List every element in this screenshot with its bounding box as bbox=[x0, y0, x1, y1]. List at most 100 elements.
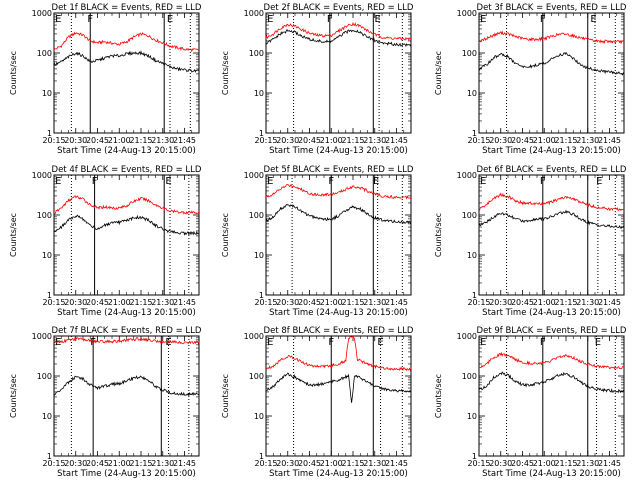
panel-det-3: Det 3f BLACK = Events, RED = LLD 1 10 100 10… bbox=[434, 3, 627, 156]
y-tick-label: 1 bbox=[259, 291, 264, 300]
interval-marker: F bbox=[328, 337, 334, 348]
x-tick-label: 20:15 bbox=[467, 298, 490, 307]
lld-rate-line bbox=[53, 31, 200, 53]
y-tick-label: 100 bbox=[37, 211, 52, 220]
interval-marker: E bbox=[373, 176, 379, 187]
y-tick-label: 1000 bbox=[457, 171, 477, 180]
x-tick-label: 20:30 bbox=[489, 298, 512, 307]
y-tick-label: 1000 bbox=[32, 171, 52, 180]
y-axis-label: Counts/sec bbox=[434, 213, 443, 257]
x-axis-label: Start Time (24-Aug-13 20:15:00) bbox=[482, 308, 621, 318]
lld-rate-line bbox=[53, 195, 200, 215]
x-tick-label: 21:00 bbox=[320, 298, 343, 307]
x-tick-label: 20:45 bbox=[298, 298, 321, 307]
x-tick-label: 20:30 bbox=[64, 136, 87, 145]
x-axis-label: Start Time (24-Aug-13 20:15:00) bbox=[57, 469, 196, 479]
y-tick-label: 100 bbox=[37, 372, 52, 381]
lld-rate-line bbox=[478, 30, 625, 45]
plot-frame bbox=[478, 335, 625, 457]
interval-marker: E bbox=[55, 176, 61, 187]
y-tick-label: 10 bbox=[467, 412, 477, 421]
x-tick-label: 20:15 bbox=[467, 459, 490, 468]
y-tick-label: 10 bbox=[467, 251, 477, 260]
events-rate-line bbox=[53, 50, 200, 73]
y-tick-label: 1000 bbox=[457, 9, 477, 18]
y-tick-label: 1 bbox=[472, 291, 477, 300]
x-tick-label: 20:45 bbox=[298, 136, 321, 145]
y-axis-label: Counts/sec bbox=[221, 213, 230, 257]
x-tick-label: 20:45 bbox=[86, 298, 109, 307]
interval-marker: E bbox=[55, 337, 61, 348]
y-tick-label: 100 bbox=[249, 49, 264, 58]
x-tick-label: 21:45 bbox=[173, 136, 196, 145]
y-tick-label: 1000 bbox=[244, 171, 264, 180]
interval-marker: E bbox=[374, 14, 380, 25]
y-axis-label: Counts/sec bbox=[434, 51, 443, 95]
x-tick-label: 21:15 bbox=[341, 136, 364, 145]
plot-frame bbox=[478, 12, 625, 134]
lld-rate-line bbox=[265, 184, 412, 200]
y-tick-label: 10 bbox=[42, 89, 52, 98]
x-tick-label: 20:45 bbox=[86, 136, 109, 145]
x-tick-label: 20:30 bbox=[489, 136, 512, 145]
x-tick-label: 20:15 bbox=[254, 298, 277, 307]
x-tick-label: 21:45 bbox=[173, 298, 196, 307]
panel-title: Det 4f BLACK = Events, RED = LLD bbox=[52, 165, 202, 175]
x-tick-label: 21:15 bbox=[554, 459, 577, 468]
x-tick-label: 21:45 bbox=[385, 136, 408, 145]
y-axis-label: Counts/sec bbox=[434, 374, 443, 418]
y-axis-label: Counts/sec bbox=[9, 51, 18, 95]
events-rate-line bbox=[478, 51, 625, 76]
x-tick-label: 21:45 bbox=[598, 136, 621, 145]
events-rate-line bbox=[53, 375, 200, 397]
x-tick-label: 21:15 bbox=[554, 136, 577, 145]
interval-marker: E bbox=[55, 14, 61, 25]
x-tick-label: 21:15 bbox=[129, 298, 152, 307]
panel-title: Det 1f BLACK = Events, RED = LLD bbox=[52, 3, 202, 13]
x-tick-label: 21:15 bbox=[341, 459, 364, 468]
x-tick-label: 20:45 bbox=[511, 298, 534, 307]
lld-rate-line bbox=[53, 337, 200, 345]
y-tick-label: 1 bbox=[472, 452, 477, 461]
interval-marker: F bbox=[540, 337, 546, 348]
panel-det-1: Det 1f BLACK = Events, RED = LLD 1 10 100 10… bbox=[9, 3, 202, 156]
x-tick-label: 20:45 bbox=[86, 459, 109, 468]
panel-det-6: Det 6f BLACK = Events, RED = LLD 1 10 100 10… bbox=[434, 165, 627, 318]
y-axis-label: Counts/sec bbox=[9, 213, 18, 257]
interval-marker: F bbox=[328, 176, 334, 187]
interval-marker: E bbox=[595, 337, 601, 348]
lld-rate-line bbox=[478, 351, 624, 370]
x-tick-label: 21:45 bbox=[598, 459, 621, 468]
x-axis-label: Start Time (24-Aug-13 20:15:00) bbox=[269, 146, 408, 156]
y-axis-label: Counts/sec bbox=[221, 374, 230, 418]
events-rate-line bbox=[265, 28, 412, 48]
interval-marker: F bbox=[87, 14, 93, 25]
interval-marker: F bbox=[540, 14, 546, 25]
x-tick-label: 21:15 bbox=[129, 459, 152, 468]
y-tick-label: 10 bbox=[42, 251, 52, 260]
x-tick-label: 20:45 bbox=[511, 459, 534, 468]
interval-marker: E bbox=[267, 14, 273, 25]
plot-frame bbox=[265, 174, 412, 296]
interval-marker: E bbox=[480, 176, 486, 187]
x-axis-label: Start Time (24-Aug-13 20:15:00) bbox=[482, 146, 621, 156]
interval-marker: E bbox=[480, 14, 486, 25]
x-axis-label: Start Time (24-Aug-13 20:15:00) bbox=[482, 469, 621, 479]
events-rate-line bbox=[478, 371, 625, 394]
y-tick-label: 1000 bbox=[32, 332, 52, 341]
panel-title: Det 7f BLACK = Events, RED = LLD bbox=[52, 326, 202, 336]
panel-title: Det 6f BLACK = Events, RED = LLD bbox=[477, 165, 627, 175]
y-tick-label: 1000 bbox=[457, 332, 477, 341]
y-tick-label: 100 bbox=[462, 372, 477, 381]
x-tick-label: 20:30 bbox=[276, 298, 299, 307]
interval-marker: E bbox=[590, 14, 596, 25]
interval-marker: E bbox=[267, 337, 273, 348]
interval-marker: E bbox=[596, 176, 602, 187]
x-tick-label: 20:15 bbox=[42, 298, 65, 307]
y-tick-label: 100 bbox=[462, 49, 477, 58]
x-tick-label: 20:45 bbox=[511, 136, 534, 145]
events-rate-line bbox=[266, 372, 412, 403]
panel-det-8: Det 8f BLACK = Events, RED = LLD 1 10 100 10… bbox=[221, 326, 414, 479]
plot-frame bbox=[53, 174, 200, 296]
